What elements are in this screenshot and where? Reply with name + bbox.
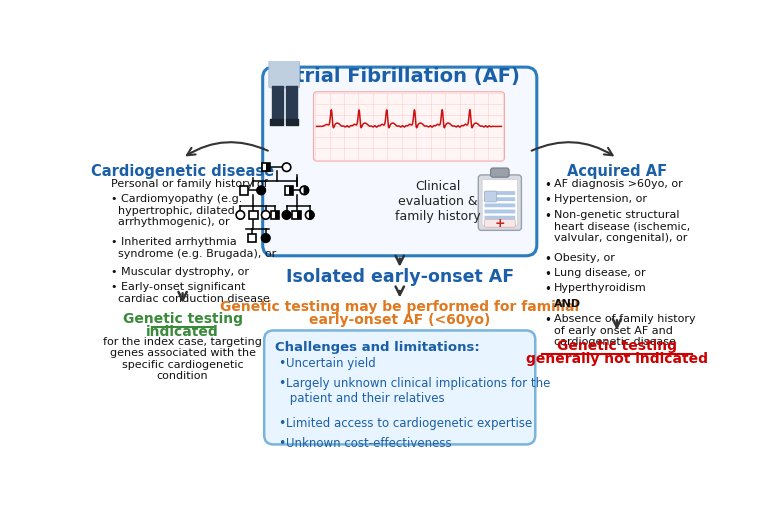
Bar (289, 186, 293, 195)
Text: Genetic testing: Genetic testing (557, 339, 677, 353)
Text: Obesity, or: Obesity, or (554, 252, 615, 263)
Text: Genetic testing: Genetic testing (122, 312, 243, 326)
Circle shape (261, 211, 270, 219)
FancyBboxPatch shape (314, 92, 505, 161)
Text: Isolated early-onset AF: Isolated early-onset AF (285, 268, 514, 287)
Text: Acquired AF: Acquired AF (567, 164, 667, 179)
Text: AND: AND (554, 299, 581, 309)
FancyBboxPatch shape (484, 219, 516, 227)
Circle shape (306, 211, 314, 219)
Text: Absence of family history
of early onset AF and
cardiogenetic disease: Absence of family history of early onset… (554, 314, 696, 347)
Text: early-onset AF (<60yo): early-onset AF (<60yo) (309, 313, 491, 327)
Circle shape (236, 211, 245, 219)
Text: •: • (278, 357, 285, 370)
Bar (250, 211, 257, 219)
Circle shape (282, 211, 291, 219)
Bar (275, 211, 279, 219)
Text: AF diagnosis >60yo, or: AF diagnosis >60yo, or (554, 179, 682, 189)
Text: generally not indicated: generally not indicated (526, 352, 708, 366)
FancyBboxPatch shape (263, 67, 537, 256)
Text: Lung disease, or: Lung disease, or (554, 268, 645, 278)
FancyBboxPatch shape (478, 175, 521, 230)
FancyBboxPatch shape (269, 45, 300, 88)
FancyBboxPatch shape (484, 210, 516, 213)
Text: • Early-onset significant
  cardiac conduction disease: • Early-onset significant cardiac conduc… (111, 282, 270, 304)
Text: •: • (278, 437, 285, 450)
FancyBboxPatch shape (264, 331, 535, 444)
Text: Limited access to cardiogenetic expertise: Limited access to cardiogenetic expertis… (285, 417, 532, 430)
Text: Uncertain yield: Uncertain yield (285, 357, 375, 370)
Text: • Inherited arrhythmia
  syndrome (e.g. Brugada), or: • Inherited arrhythmia syndrome (e.g. Br… (111, 237, 276, 259)
Text: •: • (544, 314, 551, 327)
Text: Unknown cost-effectiveness: Unknown cost-effectiveness (285, 437, 452, 450)
Text: Largely unknown clinical implications for the
 patient and their relatives: Largely unknown clinical implications fo… (285, 376, 550, 405)
Circle shape (261, 234, 270, 242)
Circle shape (300, 186, 309, 195)
Bar (271, 211, 279, 219)
Polygon shape (310, 211, 314, 219)
Circle shape (257, 186, 265, 195)
Text: Hyperthyroidism: Hyperthyroidism (554, 283, 647, 294)
Text: indicated: indicated (146, 325, 219, 339)
Text: •: • (544, 252, 551, 266)
Text: •: • (544, 210, 551, 223)
Text: Cardiogenetic disease: Cardiogenetic disease (91, 164, 275, 179)
Text: Genetic testing may be performed for familial: Genetic testing may be performed for fam… (220, 300, 580, 314)
Text: •: • (544, 179, 551, 192)
Bar (266, 163, 270, 172)
Text: Atrial Fibrillation (AF): Atrial Fibrillation (AF) (280, 67, 519, 86)
Text: •: • (544, 268, 551, 281)
Text: +: + (495, 217, 505, 230)
Text: •: • (278, 417, 285, 430)
Bar (292, 211, 301, 219)
Bar (261, 163, 270, 172)
Bar (248, 234, 256, 242)
Text: • Muscular dystrophy, or: • Muscular dystrophy, or (111, 267, 249, 276)
Bar (240, 186, 249, 195)
FancyBboxPatch shape (484, 203, 516, 207)
FancyBboxPatch shape (491, 168, 509, 177)
Text: • Cardiomyopathy (e.g.
  hypertrophic, dilated,
  arrhythmogenic), or: • Cardiomyopathy (e.g. hypertrophic, dil… (111, 194, 243, 228)
FancyBboxPatch shape (484, 191, 497, 202)
Text: •: • (544, 194, 551, 207)
Circle shape (282, 163, 291, 172)
Bar (296, 211, 301, 219)
FancyBboxPatch shape (484, 191, 516, 195)
Text: Challenges and limitations:: Challenges and limitations: (275, 341, 480, 354)
Text: for the index case, targeting
genes associated with the
specific cardiogenetic
c: for the index case, targeting genes asso… (103, 337, 262, 382)
FancyBboxPatch shape (482, 179, 518, 226)
Text: Hypertension, or: Hypertension, or (554, 194, 647, 204)
Text: •: • (544, 283, 551, 297)
Text: •: • (278, 376, 285, 390)
Bar (285, 186, 293, 195)
Circle shape (272, 28, 296, 52)
FancyBboxPatch shape (484, 197, 516, 201)
Polygon shape (304, 186, 309, 195)
Text: Non-genetic structural
heart disease (ischemic,
valvular, congenital), or: Non-genetic structural heart disease (is… (554, 210, 690, 243)
FancyBboxPatch shape (484, 216, 516, 219)
Text: Personal or family history of: Personal or family history of (111, 179, 268, 189)
Text: Clinical
evaluation &
family history: Clinical evaluation & family history (395, 180, 481, 224)
